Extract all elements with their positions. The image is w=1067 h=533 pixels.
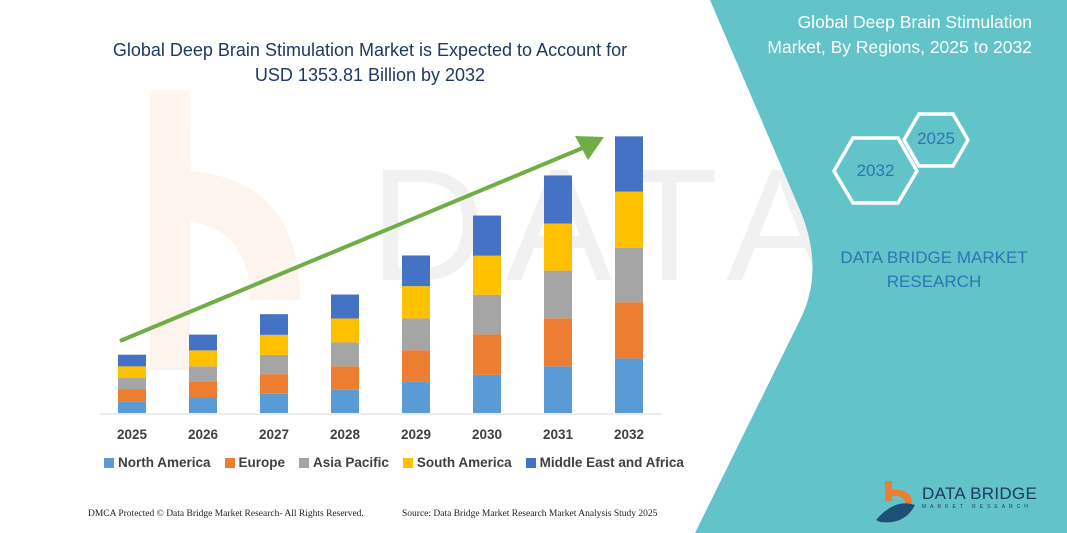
x-tick-label: 2032 — [614, 427, 644, 442]
legend-item: Europe — [224, 455, 286, 470]
bar-segment-2026-asia-pacific — [189, 366, 217, 382]
footer-copyright: DMCA Protected © Data Bridge Market Rese… — [88, 509, 364, 519]
bar-segment-2027-north-america — [260, 393, 288, 413]
chart-title-line1: Global Deep Brain Stimulation Market is … — [112, 40, 628, 60]
bar-segment-2025-north-america — [118, 401, 146, 413]
logo-mark — [876, 481, 915, 523]
legend: North America Europe Asia Pacific South Ame… — [104, 455, 684, 470]
brand-text: DATA BRIDGE MARKET RESEARCH — [820, 246, 1048, 294]
x-tick-label: 2026 — [188, 427, 219, 442]
bar-segment-2027-europe — [260, 374, 288, 394]
bar-segment-2032-south-america — [615, 191, 643, 248]
bar-segment-2029-asia-pacific — [402, 318, 430, 351]
bar-segment-2028-north-america — [331, 389, 359, 413]
bar-segment-2029-south-america — [402, 286, 430, 319]
bar-segment-2029-middle-east-and-africa — [402, 255, 430, 287]
legend-label: Asia Pacific — [313, 455, 389, 470]
bar-segment-2031-middle-east-and-africa — [544, 175, 572, 224]
bar-segment-2025-south-america — [118, 366, 146, 379]
bar-segment-2030-middle-east-and-africa — [473, 215, 501, 256]
bar-segment-2028-south-america — [331, 318, 359, 343]
hexagon-2025 — [901, 112, 971, 168]
bar-segment-2029-europe — [402, 350, 430, 382]
bar-segment-2031-south-america — [544, 223, 572, 271]
bar-segment-2030-north-america — [473, 374, 501, 413]
bar-segment-2030-asia-pacific — [473, 294, 501, 335]
hexagon-2032 — [831, 136, 920, 205]
legend-item: North America — [104, 455, 211, 470]
legend-label: Middle East and Africa — [539, 455, 684, 470]
brand-line1: DATA BRIDGE MARKET — [840, 248, 1028, 267]
bar-segment-2027-asia-pacific — [260, 354, 288, 375]
bar-segment-2031-asia-pacific — [544, 270, 572, 319]
logo-text: DATA BRIDGE — [922, 484, 1038, 503]
side-title-line1: Global Deep Brain Stimulation — [797, 12, 1032, 32]
bar-segment-2027-south-america — [260, 334, 288, 355]
bar-segment-2028-asia-pacific — [331, 342, 359, 367]
legend-swatch — [299, 457, 310, 468]
footer-source: Source: Data Bridge Market Research Mark… — [402, 509, 658, 519]
chart-title-line2: USD 1353.81 Billion by 2032 — [254, 65, 486, 85]
legend-label: South America — [416, 455, 512, 470]
bar-segment-2029-north-america — [402, 381, 430, 413]
legend-swatch — [224, 457, 235, 468]
chart-title: Global Deep Brain Stimulation Market is … — [60, 38, 680, 88]
hex-label-2032: 2032 — [856, 161, 895, 180]
bar-segment-2026-south-america — [189, 350, 217, 367]
bar-segment-2026-europe — [189, 381, 217, 398]
x-tick-label: 2031 — [543, 427, 574, 442]
bar-segment-2027-middle-east-and-africa — [260, 314, 288, 335]
brand-line2: RESEARCH — [886, 272, 982, 291]
bar-segment-2030-south-america — [473, 255, 501, 295]
x-tick-label: 2025 — [117, 427, 148, 442]
bar-segment-2028-middle-east-and-africa — [331, 294, 359, 319]
legend-item: South America — [402, 455, 512, 470]
bar-segment-2031-north-america — [544, 366, 572, 413]
bar-segment-2032-europe — [615, 302, 643, 359]
bar-segment-2030-europe — [473, 334, 501, 375]
x-tick-label: 2030 — [472, 427, 502, 442]
bar-segment-2026-middle-east-and-africa — [189, 334, 217, 351]
bar-segment-2028-europe — [331, 366, 359, 390]
hex-label-2025: 2025 — [917, 129, 955, 148]
bar-segment-2032-north-america — [615, 358, 643, 413]
legend-item: Asia Pacific — [299, 455, 389, 470]
bar-segment-2025-middle-east-and-africa — [118, 354, 146, 367]
bar-segment-2025-europe — [118, 389, 146, 402]
legend-swatch — [104, 457, 114, 468]
bar-segment-2032-asia-pacific — [615, 247, 643, 303]
bar-segment-2031-europe — [544, 318, 572, 367]
legend-swatch — [402, 457, 413, 468]
logo-subtext: MARKET RESEARCH — [922, 504, 1032, 510]
trend-arrow — [119, 136, 604, 343]
side-panel — [695, 0, 1067, 533]
side-panel-title: Global Deep Brain Stimulation Market, By… — [740, 10, 1032, 60]
bar-segment-2032-middle-east-and-africa — [615, 136, 643, 192]
legend-swatch — [525, 457, 536, 468]
bar-segment-2025-asia-pacific — [118, 378, 146, 390]
x-tick-label: 2028 — [330, 427, 361, 442]
legend-item: Middle East and Africa — [525, 455, 684, 470]
bar-segment-2026-north-america — [189, 397, 217, 413]
x-tick-label: 2029 — [401, 427, 431, 442]
legend-label: Europe — [238, 455, 286, 470]
legend-label: North America — [118, 455, 211, 470]
side-title-line2: Market, By Regions, 2025 to 2032 — [767, 37, 1032, 57]
x-tick-label: 2027 — [259, 427, 289, 442]
